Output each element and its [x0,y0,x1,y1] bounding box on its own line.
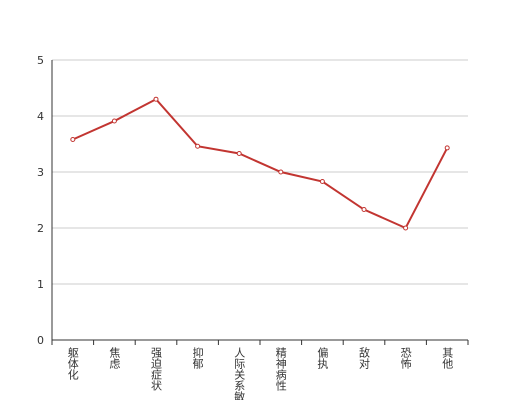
y-tick-label: 5 [37,54,44,67]
point [361,207,367,213]
x-tick-label: 抑郁 [191,346,204,369]
x-tick-label: 偏执 [316,346,329,370]
point [444,145,450,151]
x-tick-label: 敌对 [358,346,371,369]
y-tick-label: 4 [37,110,44,123]
y-tick-label: 0 [37,334,44,347]
point [153,96,159,102]
point [70,137,76,143]
y-tick-label: 1 [37,278,44,291]
line-series [72,97,449,230]
point [278,169,284,175]
x-tick-label: 精神病性 [274,347,287,392]
point [195,143,201,149]
x-tick-label: 人际关系敏感 [233,347,246,400]
y-tick-label: 3 [37,166,44,179]
x-tick-label: 其他 [441,347,454,369]
point [236,151,242,157]
x-tick-label: 恐怖 [399,347,412,369]
x-tick-label: 强迫症状 [150,347,163,391]
x-tick-label: 躯体化 [66,347,79,381]
x-tick-label: 焦虑 [108,347,121,369]
point [403,225,409,231]
point [319,179,325,185]
y-tick-label: 2 [37,222,44,235]
point [111,118,117,124]
